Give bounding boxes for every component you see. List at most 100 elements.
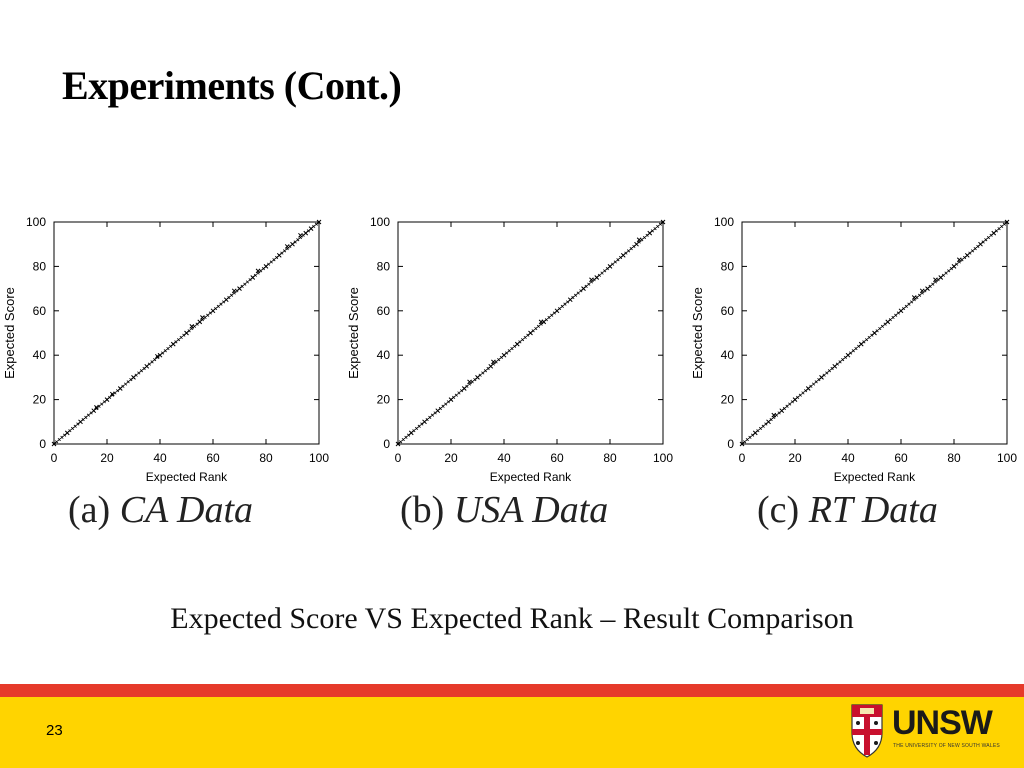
- diagonal-marker: [907, 302, 911, 306]
- diagonal-marker: [245, 280, 250, 284]
- data-point: [157, 352, 163, 358]
- diagonal-marker: [774, 413, 779, 417]
- y-tick-label: 40: [33, 348, 47, 362]
- data-point: [956, 257, 962, 263]
- diagonal-marker: [891, 315, 895, 320]
- data-point: [919, 288, 925, 294]
- diagonal-marker: [880, 324, 885, 328]
- subfigure-tag: (a): [68, 489, 111, 531]
- data-point: [104, 397, 110, 402]
- diagonal-marker: [73, 424, 77, 428]
- subfigure-tag: (c): [757, 489, 800, 531]
- data-point: [858, 341, 864, 347]
- plot-frame: [53, 221, 320, 445]
- diagonal-marker: [1000, 224, 1004, 229]
- diagonal-marker: [613, 260, 617, 264]
- diagonal-marker: [510, 346, 514, 351]
- diagonal-marker: [296, 238, 300, 242]
- data-point: [660, 219, 666, 225]
- data-point: [223, 297, 229, 303]
- plot-rt-data: 0 20 40 60 80 100 0 20 40 60 80 100 Expected Rank Exp…: [690, 205, 1024, 535]
- data-point: [898, 308, 904, 314]
- diagonal-marker: [414, 426, 419, 431]
- data-point: [298, 232, 303, 238]
- diagonal-marker: [404, 435, 408, 439]
- unsw-logo: UNSW THE UNIVERSITY OF NEW SOUTH WALES: [850, 703, 1010, 761]
- diagonal-marker: [573, 293, 578, 297]
- diagonal-marker: [401, 437, 405, 442]
- diagonal-marker: [497, 358, 501, 362]
- data-point: [845, 352, 851, 358]
- x-tick-label: 0: [739, 451, 746, 465]
- data-point: [739, 441, 745, 447]
- diagonal-marker: [970, 249, 975, 253]
- diagonal-marker: [656, 224, 660, 229]
- subfigure-caption-b: (b) USA Data: [400, 488, 608, 536]
- data-point: [488, 363, 494, 369]
- data-point: [316, 219, 322, 225]
- data-point: [752, 430, 758, 436]
- data-point: [467, 379, 472, 385]
- diagonal-marker: [947, 269, 951, 273]
- diagonal-marker: [984, 238, 988, 242]
- diagonal-marker: [788, 402, 792, 406]
- y-tick-label: 0: [727, 437, 734, 451]
- data-point: [461, 386, 467, 391]
- diagonal-marker: [917, 293, 922, 297]
- diagonal-marker: [100, 402, 104, 406]
- data-point: [210, 308, 216, 314]
- diagonal-marker: [910, 300, 914, 304]
- diagonal-marker: [973, 247, 977, 251]
- x-tick-label: 60: [894, 451, 908, 465]
- diagonal-marker: [814, 380, 818, 384]
- data-point: [117, 386, 123, 391]
- y-tick-label: 100: [714, 215, 734, 229]
- diagonal-marker: [653, 227, 657, 231]
- diagonal-marker: [997, 227, 1001, 231]
- diagonal-marker: [854, 346, 858, 351]
- data-point: [200, 315, 205, 320]
- diagonal-marker: [931, 282, 935, 286]
- diagonal-marker: [126, 380, 130, 384]
- diagonal-marker: [761, 424, 765, 428]
- data-point: [51, 441, 57, 447]
- diagonal-marker: [587, 282, 591, 286]
- diagonal-marker: [179, 335, 183, 340]
- y-axis-label: Expected Score: [2, 287, 17, 379]
- x-tick-label: 80: [947, 451, 961, 465]
- data-point: [197, 319, 203, 325]
- diagonal-marker: [137, 371, 141, 375]
- data-point: [938, 275, 944, 280]
- y-tick-label: 20: [377, 393, 391, 407]
- data-point: [475, 375, 480, 380]
- diagonal-marker: [536, 324, 541, 328]
- x-tick-label: 40: [841, 451, 855, 465]
- footer-red-stripe: [0, 684, 1024, 697]
- diagonal-marker: [626, 249, 631, 253]
- diagonal-marker: [192, 324, 197, 328]
- subfigure-name: USA Data: [453, 489, 609, 531]
- y-tick-label: 0: [39, 437, 46, 451]
- diagonal-marker: [550, 313, 554, 317]
- crest-icon: [851, 704, 883, 758]
- diagonal-marker: [229, 293, 234, 297]
- x-axis-label: Expected Rank: [834, 470, 916, 484]
- data-point: [422, 419, 427, 425]
- diagonal-marker: [216, 304, 220, 308]
- diagonal-marker: [944, 271, 948, 275]
- data-point: [514, 341, 520, 347]
- data-point: [250, 275, 256, 280]
- y-tick-label: 60: [721, 304, 735, 318]
- diagonal-marker: [176, 338, 181, 342]
- diagonal-marker: [851, 349, 855, 353]
- diagonal-marker: [867, 335, 871, 340]
- data-point: [231, 288, 237, 294]
- y-tick-label: 40: [377, 348, 391, 362]
- diagonal-marker: [282, 249, 287, 253]
- x-tick-label: 100: [309, 451, 329, 465]
- data-point: [594, 275, 600, 280]
- diagonal-marker: [603, 269, 607, 273]
- data-point: [634, 241, 639, 247]
- diagonal-marker: [878, 326, 882, 331]
- diagonal-marker: [838, 360, 842, 364]
